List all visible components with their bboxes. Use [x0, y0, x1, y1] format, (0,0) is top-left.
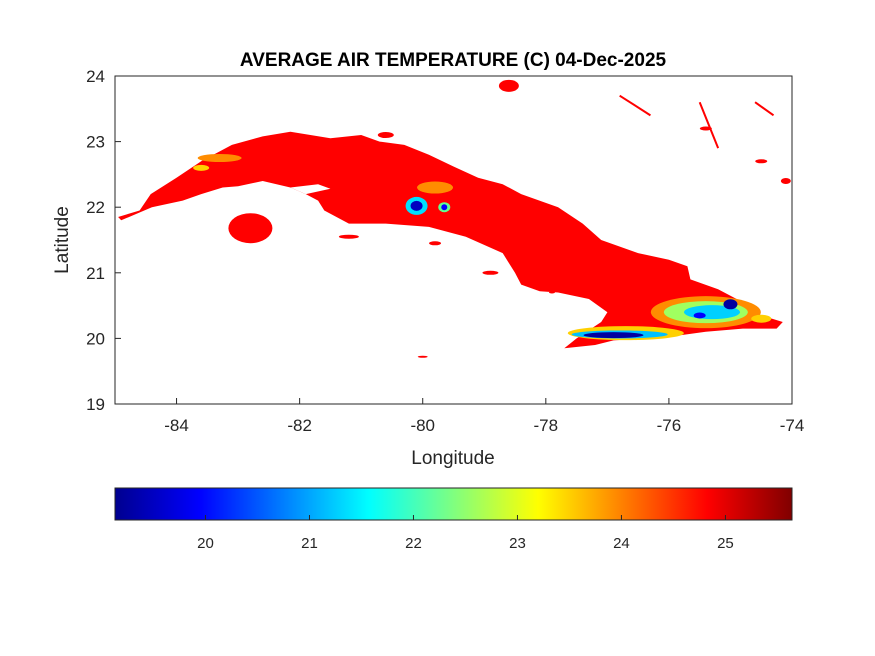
- y-tick-label: 22: [86, 198, 105, 217]
- colorbar-tick-label: 20: [197, 535, 214, 552]
- x-tick-label: -78: [534, 416, 559, 435]
- x-axis: -84 -82 -80 -78 -76 -74: [164, 398, 804, 435]
- cay: [548, 291, 555, 294]
- cool-patch: [417, 181, 454, 194]
- y-tick-label: 23: [86, 133, 105, 152]
- gulf-inlet: [290, 184, 331, 195]
- chart-title: AVERAGE AIR TEMPERATURE (C) 04-Dec-2025: [240, 50, 667, 71]
- colorbar-tick-label: 21: [301, 535, 318, 552]
- temperature-map: [118, 79, 791, 358]
- island-fragment: [754, 101, 775, 117]
- cool-patch: [693, 312, 706, 319]
- cool-patch: [751, 314, 772, 323]
- colorbar: [114, 487, 793, 521]
- isla-de-la-juventud: [228, 213, 273, 244]
- cool-patch: [410, 200, 423, 211]
- x-tick-label: -76: [657, 416, 682, 435]
- colorbar-ticks: 20 21 22 23 24 25: [197, 515, 734, 552]
- cay: [417, 355, 428, 358]
- y-tick-label: 19: [86, 395, 105, 414]
- cool-patch: [723, 299, 738, 310]
- island-fragment: [619, 94, 651, 117]
- x-tick-label: -80: [410, 416, 435, 435]
- colorbar-tick-label: 24: [613, 535, 630, 552]
- cay: [498, 79, 519, 92]
- cay: [780, 177, 791, 184]
- y-tick-label: 20: [86, 329, 105, 348]
- y-tick-label: 24: [86, 67, 105, 86]
- colorbar-tick-label: 22: [405, 535, 422, 552]
- y-axis-label: Latitude: [52, 206, 73, 274]
- x-tick-label: -82: [287, 416, 312, 435]
- x-tick-label: -74: [780, 416, 805, 435]
- axes-box: [114, 75, 793, 405]
- y-axis: 19 20 21 22 23 24: [86, 67, 121, 414]
- island-fragment: [698, 101, 720, 149]
- y-tick-label: 21: [86, 264, 105, 283]
- colorbar-tick-label: 25: [717, 535, 734, 552]
- cay: [755, 159, 768, 164]
- cay: [338, 234, 359, 239]
- x-tick-label: -84: [164, 416, 189, 435]
- cool-patch: [583, 332, 644, 339]
- cool-patch: [193, 164, 210, 171]
- cay: [482, 270, 499, 275]
- cool-patch: [441, 204, 448, 211]
- cuba-land: [118, 131, 783, 349]
- cay: [429, 241, 442, 246]
- cool-patch: [197, 154, 242, 162]
- x-axis-label: Longitude: [411, 448, 494, 469]
- colorbar-tick-label: 23: [509, 535, 526, 552]
- cay: [377, 132, 394, 139]
